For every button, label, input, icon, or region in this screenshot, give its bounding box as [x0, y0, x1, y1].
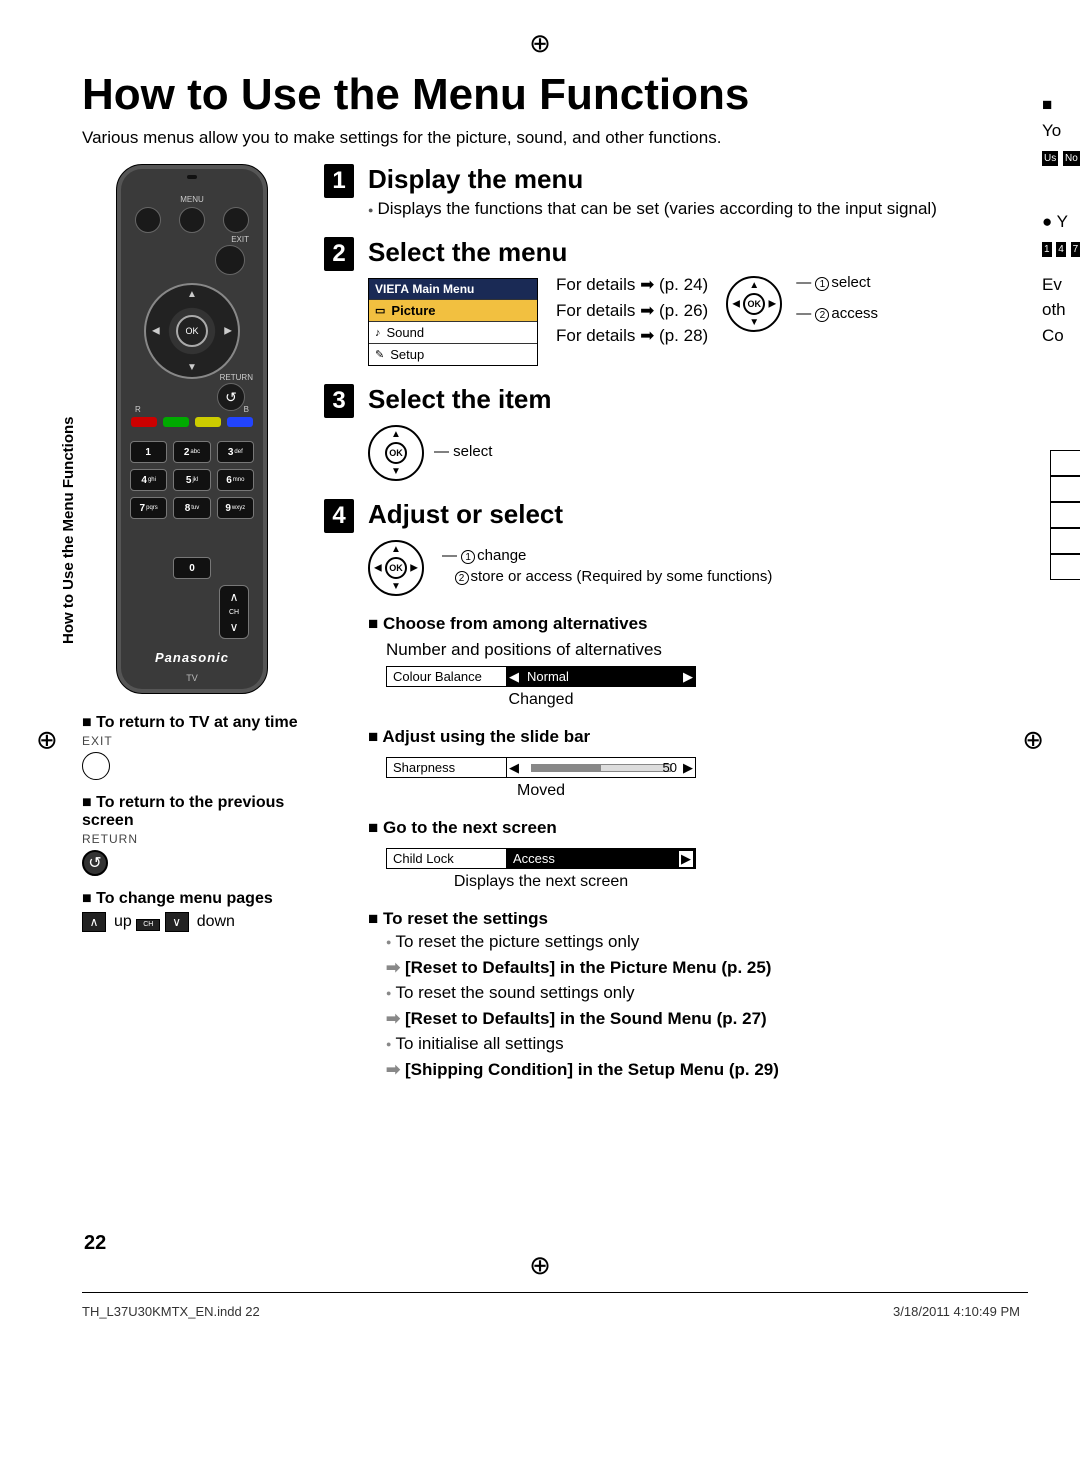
tip-change-pages: To change menu pages ∧up CH ∨down [82, 890, 302, 932]
remote-dpad: ▲▼◀▶ OK [144, 283, 240, 379]
remote-ok-btn: OK [176, 315, 208, 347]
step-3: 3 Select the item ▲▼OK — select [324, 384, 970, 481]
step-2: 2 Select the menu VIEГА Main Menu ▭Pictu… [324, 237, 970, 366]
footer-rule [82, 1292, 1028, 1293]
menu-details: For details ➡ (p. 24) For details ➡ (p. … [556, 272, 708, 349]
remote-tv-label: TV [117, 673, 267, 683]
main-menu-box: VIEГА Main Menu ▭Picture ♪Sound ✎Setup [368, 278, 538, 366]
footer: TH_L37U30KMTX_EN.indd 22 3/18/2011 4:10:… [82, 1304, 1020, 1319]
right-column: 1 Display the menu Displays the function… [324, 164, 1080, 1100]
page-content: How to Use the Menu Functions Various me… [82, 70, 1080, 1279]
sub-next-head: Go to the next screen [368, 818, 970, 838]
footer-timestamp: 3/18/2011 4:10:49 PM [893, 1304, 1020, 1319]
cutoff-next-page: Yo Us No ▲▼▣ ● Y 1 4 7 Ev oth Co [1042, 92, 1080, 348]
remote-return-label: RETURN [220, 373, 253, 382]
sub-reset-head: To reset the settings [368, 909, 970, 929]
registration-mark-left: ⊕ [36, 724, 58, 755]
remote-keypad: 1 2abc 3def 4ghi 5jkl 6mno 7pqrs 8tuv 9w… [130, 441, 254, 519]
registration-mark-bottom: ⊕ [529, 1250, 551, 1281]
remote-menu-btn [179, 207, 205, 233]
step-4: 4 Adjust or select ▲▼◀▶OK — 1change 2sto… [324, 499, 970, 1082]
remote-menu-left-btn [135, 207, 161, 233]
tip-return-tv: To return to TV at any time EXIT [82, 714, 302, 780]
page-title: How to Use the Menu Functions [82, 70, 1080, 120]
ok-pad-step3: ▲▼OK [368, 425, 424, 481]
childlock-row: Child Lock Access▶ [386, 848, 696, 869]
left-column: How to Use the Menu Functions MENU EXIT … [82, 164, 302, 1100]
sub-slide-head: Adjust using the slide bar [368, 727, 970, 747]
registration-mark-top: ⊕ [529, 28, 551, 59]
ok-pad-step2: ▲▼◀▶OK [726, 276, 782, 332]
cutoff-table [1050, 450, 1080, 580]
step-1: 1 Display the menu Displays the function… [324, 164, 970, 219]
remote-ch-btn: ∧CH∨ [219, 585, 249, 639]
colour-balance-row: Colour Balance ◀Normal▶ [386, 666, 696, 687]
remote-key-0: 0 [173, 557, 211, 579]
sharpness-row: Sharpness ◀50▶ [386, 757, 696, 778]
page-number: 22 [84, 1232, 106, 1255]
remote-illustration: MENU EXIT ▲▼◀▶ OK RETURN ↺ RB 1 2abc 3 [116, 164, 268, 694]
tip-return-prev: To return to the previous screen RETURN … [82, 794, 302, 876]
remote-return-btn: ↺ [217, 383, 245, 411]
sub-choose-head: Choose from among alternatives [368, 614, 970, 634]
remote-brand: Panasonic [117, 650, 267, 665]
return-icon: ↺ [82, 850, 108, 876]
remote-menu-right-btn [223, 207, 249, 233]
remote-exit-btn [215, 245, 245, 275]
side-label: How to Use the Menu Functions [60, 417, 77, 645]
ok-pad-step4: ▲▼◀▶OK [368, 540, 424, 596]
footer-file: TH_L37U30KMTX_EN.indd 22 [82, 1304, 260, 1319]
remote-menu-label: MENU [180, 195, 204, 204]
reset-list: To reset the picture settings only [Rese… [386, 929, 970, 1082]
page-intro: Various menus allow you to make settings… [82, 128, 1080, 148]
remote-exit-label: EXIT [231, 235, 249, 244]
remote-color-row [117, 417, 267, 427]
